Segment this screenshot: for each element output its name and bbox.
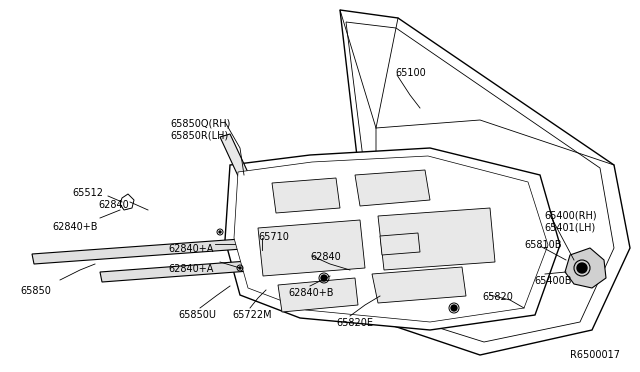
Text: R6500017: R6500017 — [570, 350, 620, 360]
Polygon shape — [32, 236, 284, 264]
Polygon shape — [372, 267, 466, 303]
Text: 65400(RH): 65400(RH) — [544, 210, 596, 220]
Polygon shape — [565, 248, 606, 288]
Polygon shape — [225, 148, 560, 330]
Text: 65850: 65850 — [20, 286, 51, 296]
Circle shape — [219, 231, 221, 233]
Polygon shape — [378, 208, 495, 270]
Polygon shape — [234, 156, 548, 322]
Text: 62840+A: 62840+A — [168, 244, 213, 254]
Polygon shape — [380, 233, 420, 255]
Text: 65820E: 65820E — [336, 318, 373, 328]
Text: 65722M: 65722M — [232, 310, 271, 320]
Circle shape — [321, 275, 327, 281]
Text: 65820: 65820 — [482, 292, 513, 302]
Circle shape — [451, 305, 457, 311]
Text: 62840: 62840 — [310, 252, 340, 262]
Polygon shape — [346, 22, 614, 342]
Text: 62840: 62840 — [98, 200, 129, 210]
Circle shape — [577, 263, 587, 273]
Polygon shape — [220, 134, 274, 232]
Polygon shape — [355, 170, 430, 206]
Text: 65710: 65710 — [258, 232, 289, 242]
Polygon shape — [100, 258, 290, 282]
Polygon shape — [258, 220, 365, 276]
Polygon shape — [278, 278, 358, 312]
Text: 62840+B: 62840+B — [288, 288, 333, 298]
Text: 65100: 65100 — [395, 68, 426, 78]
Circle shape — [239, 267, 241, 269]
Text: 65512: 65512 — [72, 188, 103, 198]
Text: 62840+B: 62840+B — [52, 222, 97, 232]
Polygon shape — [120, 194, 134, 210]
Text: 65850R(LH): 65850R(LH) — [170, 130, 228, 140]
Text: 65400B: 65400B — [534, 276, 572, 286]
Text: 65850U: 65850U — [178, 310, 216, 320]
Polygon shape — [340, 10, 630, 355]
Polygon shape — [272, 178, 340, 213]
Text: 65810B: 65810B — [524, 240, 561, 250]
Text: 62840+A: 62840+A — [168, 264, 213, 274]
Text: 65850Q(RH): 65850Q(RH) — [170, 118, 230, 128]
Text: 65401(LH): 65401(LH) — [544, 222, 595, 232]
Circle shape — [124, 202, 128, 206]
